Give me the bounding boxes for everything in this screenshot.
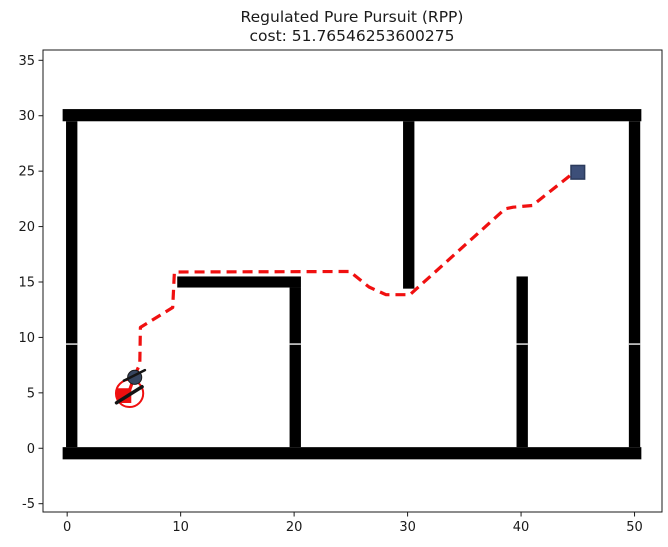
goal-marker	[570, 164, 586, 180]
plot-background	[43, 50, 662, 512]
y-tick-label: -5	[22, 497, 35, 512]
x-tick-label: 40	[513, 520, 530, 535]
y-tick-label: 25	[18, 165, 35, 180]
wall-inner-room-right	[289, 287, 301, 448]
robot-heading-line	[114, 384, 144, 405]
plot-cost-subtitle: cost: 51.76546253600275	[249, 27, 454, 45]
y-axis: -5 0 5 10 15 20 25 30 35	[18, 54, 43, 512]
axes-spines	[42, 49, 663, 513]
y-tick-label: 10	[18, 331, 35, 346]
y-tick-label: 20	[18, 220, 35, 235]
wall-lower-divider-x40	[516, 276, 528, 448]
wall-upper-divider-x30	[403, 121, 415, 289]
wall-outer-bottom	[62, 447, 642, 460]
y-tick-label: 30	[18, 109, 35, 124]
x-axis: 0 10 20 30 40 50	[63, 512, 643, 535]
maze-walls	[62, 109, 642, 460]
plot-area: 0 10 20 30 40 50 -5 0 5 10 15 20 25 30 35	[18, 49, 663, 535]
wall-inner-room-top	[177, 276, 301, 288]
plot-title: Regulated Pure Pursuit (RPP)	[241, 8, 464, 26]
x-tick-label: 0	[63, 520, 71, 535]
y-tick-label: 5	[27, 386, 35, 401]
planned-path	[127, 172, 574, 393]
wall-outer-left	[66, 121, 78, 448]
odom-marker	[122, 368, 147, 385]
y-tick-label: 15	[18, 275, 35, 290]
x-tick-label: 30	[399, 520, 416, 535]
wall-outer-right	[628, 121, 641, 448]
x-tick-label: 10	[172, 520, 189, 535]
y-tick-label: 0	[27, 442, 35, 457]
x-tick-label: 50	[626, 520, 643, 535]
y-tick-label: 35	[18, 54, 35, 69]
wall-outer-top	[62, 109, 642, 122]
x-tick-label: 20	[286, 520, 303, 535]
odom-heading-line	[122, 368, 147, 382]
